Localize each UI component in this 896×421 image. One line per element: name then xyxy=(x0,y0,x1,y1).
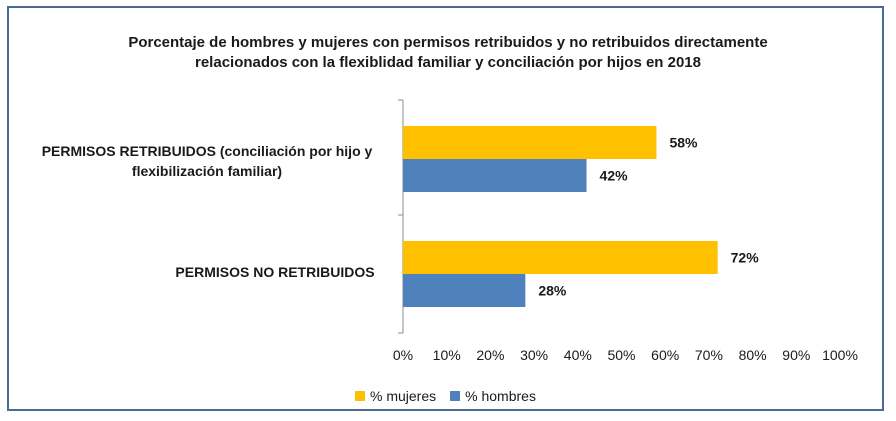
bar-hombres xyxy=(403,159,587,192)
x-tick-label: 40% xyxy=(564,347,592,363)
chart-title-line-2: relacionados con la flexiblidad familiar… xyxy=(195,54,701,71)
chart-legend: % mujeres % hombres xyxy=(355,386,550,406)
x-tick-label: 0% xyxy=(393,347,413,363)
chart-frame xyxy=(7,6,884,411)
category-label-permisos-retribuidos: PERMISOS RETRIBUIDOS (conciliación por h… xyxy=(22,141,392,181)
x-tick-label: 70% xyxy=(695,347,723,363)
x-tick-label: 80% xyxy=(739,347,767,363)
legend-swatch-mujeres xyxy=(355,391,365,401)
chart-title: Porcentaje de hombres y mujeres con perm… xyxy=(0,33,896,73)
bar-mujeres xyxy=(403,241,718,274)
x-tick-label: 20% xyxy=(476,347,504,363)
x-tick-label: 60% xyxy=(651,347,679,363)
x-tick-label: 50% xyxy=(607,347,635,363)
legend-swatch-hombres xyxy=(450,391,461,401)
bar-mujeres xyxy=(403,126,657,159)
category-label-line: PERMISOS RETRIBUIDOS (conciliación por h… xyxy=(41,143,373,159)
category-label-line: PERMISOS NO RETRIBUIDOS xyxy=(175,264,375,280)
x-tick-label: 30% xyxy=(520,347,548,363)
data-label: 58% xyxy=(669,135,698,151)
bar-hombres xyxy=(403,274,526,307)
legend-label-mujeres: % mujeres xyxy=(370,388,437,404)
legend-item-hombres: % hombres xyxy=(450,388,536,404)
x-tick-label: 90% xyxy=(782,347,810,363)
x-tick-label: 100% xyxy=(822,347,858,363)
chart-title-line-1: Porcentaje de hombres y mujeres con perm… xyxy=(128,34,768,51)
legend-label-hombres: % hombres xyxy=(465,388,536,404)
data-label: 72% xyxy=(731,250,760,266)
category-label-permisos-no-retribuidos: PERMISOS NO RETRIBUIDOS xyxy=(160,262,390,282)
data-label: 28% xyxy=(538,283,567,299)
x-tick-label: 10% xyxy=(433,347,461,363)
legend-item-mujeres: % mujeres xyxy=(355,388,436,404)
category-label-line: flexibilización familiar) xyxy=(131,163,283,179)
data-label: 42% xyxy=(600,168,629,184)
